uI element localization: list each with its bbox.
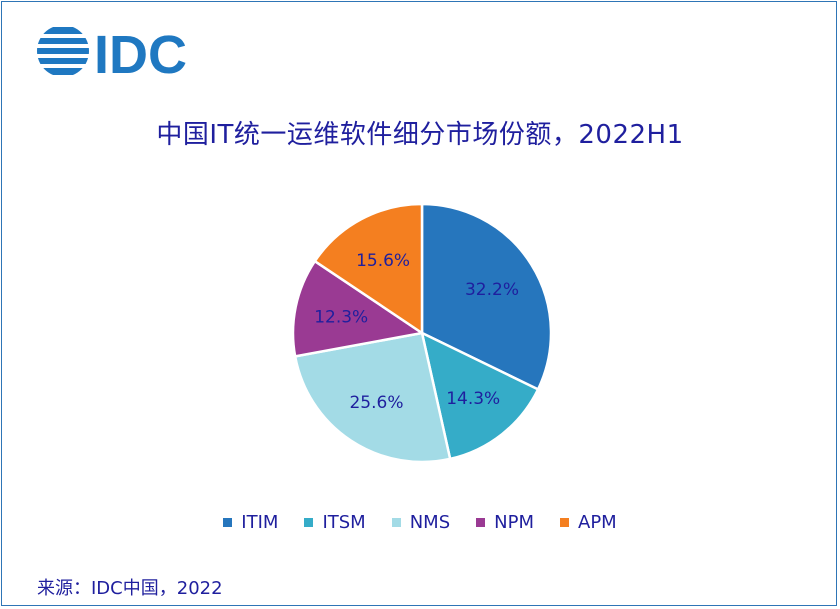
legend-swatch — [391, 518, 401, 527]
pie-slice-apm — [313, 202, 424, 335]
legend-item-apm: APM — [560, 512, 617, 533]
pie-slice-itim — [420, 202, 553, 391]
idc-logo: IDC — [37, 25, 187, 82]
pie-slice-itsm — [420, 331, 540, 461]
legend-item-itsm: ITSM — [304, 512, 366, 533]
legend-label: NPM — [494, 512, 534, 533]
chart-legend: ITIM ITSM NMS NPM APM — [0, 512, 840, 533]
legend-swatch — [476, 518, 486, 527]
legend-item-npm: NPM — [476, 512, 534, 533]
pie-label-nms: 25.6% — [349, 393, 403, 413]
legend-label: ITIM — [241, 512, 279, 533]
logo-text: IDC — [94, 25, 187, 82]
legend-item-itim: ITIM — [223, 512, 278, 533]
pie-label-npm: 12.3% — [314, 307, 368, 327]
chart-title: 中国IT统一运维软件细分市场份额，2022H1 — [156, 120, 684, 150]
pie-label-itim: 32.2% — [465, 280, 519, 300]
legend-swatch — [560, 518, 569, 527]
legend-label: APM — [578, 512, 617, 533]
pie-slice-nms — [293, 331, 452, 464]
pie-label-itsm: 14.3% — [446, 389, 500, 409]
pie-label-apm: 15.6% — [356, 251, 410, 271]
legend-swatch — [223, 518, 233, 527]
source-note: 来源：IDC中国，2022 — [37, 578, 223, 599]
legend-swatch — [304, 518, 314, 527]
legend-item-nms: NMS — [391, 512, 451, 533]
legend-label: ITSM — [322, 512, 366, 533]
globe-icon — [37, 27, 89, 75]
legend-label: NMS — [409, 512, 451, 533]
pie-slice-npm — [291, 259, 424, 358]
